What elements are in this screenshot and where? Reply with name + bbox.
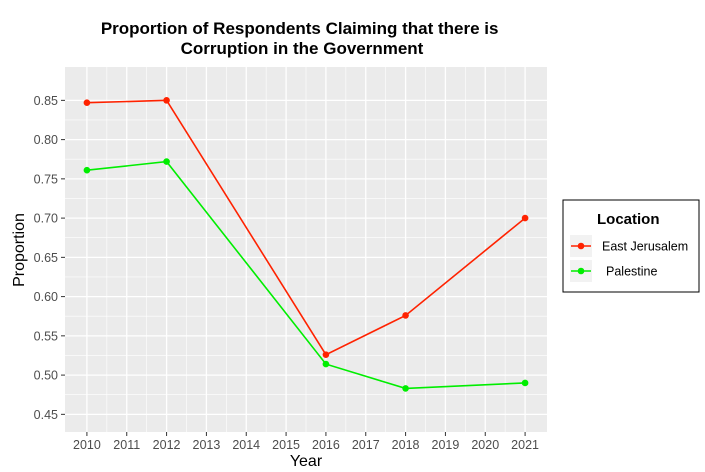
data-point-east-jerusalem	[322, 351, 330, 358]
x-tick-label: 2016	[312, 438, 340, 452]
chart-title: Proportion of Respondents Claiming that …	[101, 19, 503, 58]
x-tick-label: 2012	[153, 438, 181, 452]
chart-title-line-1: Proportion of Respondents Claiming that …	[101, 19, 499, 38]
data-point-palestine	[163, 158, 170, 165]
x-tick-label: 2020	[471, 438, 499, 452]
legend-items: East Jerusalem Palestine	[570, 235, 688, 282]
y-tick-label: 0.55	[34, 329, 58, 343]
x-tick-label: 2015	[272, 438, 300, 452]
data-point-palestine	[83, 166, 91, 174]
y-tick-label: 0.50	[34, 369, 58, 383]
x-tick-label: 2010	[73, 438, 101, 452]
x-tick-label: 2013	[193, 438, 221, 452]
data-point-east-jerusalem	[402, 312, 409, 319]
x-tick-label: 2017	[352, 438, 380, 452]
legend-label-palestine: Palestine	[606, 265, 657, 279]
x-axis: 2010 2011 2012 2013 2014 2015 2016 2017 2018 2019…	[73, 432, 539, 452]
data-point-east-jerusalem	[163, 97, 170, 104]
series-layer	[83, 97, 529, 392]
x-tick-label: 2014	[232, 438, 260, 452]
y-tick-label: 0.70	[34, 212, 58, 226]
y-axis: 0.45 0.50 0.55 0.60 0.65 0.70 0.75 0.80 0.85	[34, 94, 65, 422]
data-point-palestine	[402, 385, 409, 392]
legend-key-point-east-jerusalem	[577, 242, 585, 250]
chart-title-line-2: Corruption in the Government	[181, 39, 424, 58]
legend-key-point-palestine	[577, 267, 585, 275]
y-axis-title: Proportion	[11, 213, 28, 287]
x-tick-label: 2021	[511, 438, 539, 452]
data-point-palestine	[521, 379, 529, 387]
y-tick-label: 0.45	[34, 408, 58, 422]
x-tick-label: 2011	[113, 438, 140, 452]
x-tick-label: 2018	[392, 438, 420, 452]
grid-lines	[65, 67, 547, 432]
y-tick-label: 0.65	[34, 251, 58, 265]
y-tick-label: 0.75	[34, 172, 58, 186]
y-tick-label: 0.80	[34, 133, 58, 147]
y-tick-label: 0.60	[34, 290, 58, 304]
data-point-palestine	[322, 360, 330, 368]
x-axis-title: Year	[290, 453, 323, 470]
legend-label-east-jerusalem: East Jerusalem	[602, 240, 688, 254]
y-tick-label: 0.85	[34, 94, 58, 108]
legend: Location East Jerusalem Palestine	[562, 199, 700, 293]
data-point-east-jerusalem	[521, 214, 529, 222]
legend-title: Location	[597, 211, 660, 228]
x-tick-label: 2019	[432, 438, 460, 452]
data-point-east-jerusalem	[83, 99, 91, 107]
